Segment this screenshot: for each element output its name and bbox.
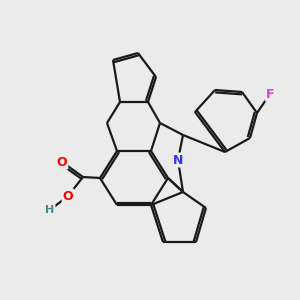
Text: F: F	[266, 88, 274, 100]
Text: N: N	[173, 154, 183, 166]
Text: H: H	[45, 205, 55, 215]
Text: O: O	[63, 190, 73, 202]
Text: O: O	[57, 155, 67, 169]
